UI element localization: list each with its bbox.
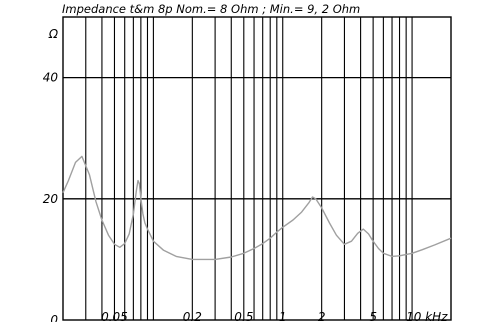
x-tick-label: 5 <box>369 310 377 322</box>
x-tick-label: 10 kHz <box>406 310 448 322</box>
x-tick-label: 0.5 <box>234 310 253 322</box>
series-layer <box>62 155 452 261</box>
x-tick-label: 0.2 <box>183 310 202 322</box>
y-tick-label: 20 <box>43 192 59 206</box>
tick-labels: 0 20 40 Ω 0.05 0.2 0.5 1 2 5 10 kHz <box>43 27 448 326</box>
x-tick-label: 2 <box>318 310 326 322</box>
y-axis-unit-label: Ω <box>48 27 59 41</box>
impedance-curve <box>62 155 452 261</box>
grid-lines <box>63 17 451 320</box>
x-tick-label: 0.05 <box>101 310 128 322</box>
y-tick-label: 0 <box>50 313 58 322</box>
x-tick-label: 1 <box>279 310 287 322</box>
chart-title: Impedance t&m 8p Nom.= 8 Ohm ; Min.= 9, … <box>62 2 360 16</box>
plot-area <box>62 16 452 321</box>
y-tick-label: 40 <box>43 71 59 85</box>
